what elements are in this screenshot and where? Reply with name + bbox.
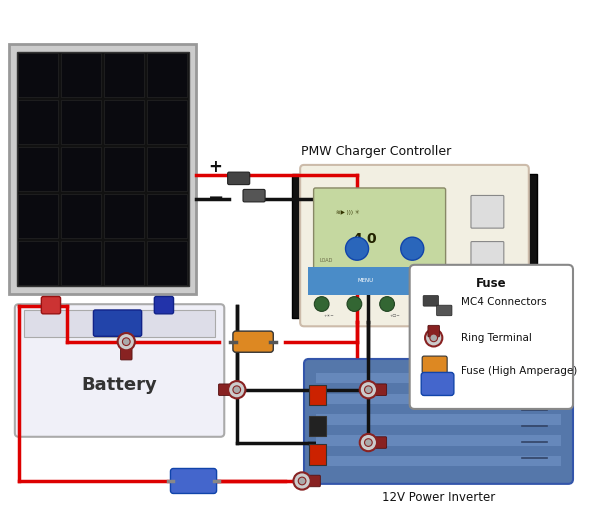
Bar — [316, 435, 560, 445]
Text: Ring Terminal: Ring Terminal — [461, 333, 532, 343]
FancyBboxPatch shape — [304, 359, 573, 484]
Circle shape — [425, 329, 442, 346]
Bar — [104, 194, 144, 238]
Circle shape — [228, 381, 245, 399]
FancyBboxPatch shape — [170, 468, 217, 493]
Circle shape — [445, 296, 460, 312]
FancyBboxPatch shape — [314, 188, 446, 272]
Text: ≋▶ ))) ☼: ≋▶ ))) ☼ — [336, 209, 359, 215]
Bar — [104, 53, 144, 97]
FancyBboxPatch shape — [423, 295, 439, 306]
Bar — [18, 100, 58, 144]
Bar — [104, 147, 144, 191]
FancyBboxPatch shape — [471, 242, 504, 274]
FancyBboxPatch shape — [94, 310, 142, 336]
Bar — [61, 53, 101, 97]
Bar — [17, 52, 189, 286]
Circle shape — [478, 296, 493, 312]
Bar — [309, 384, 326, 405]
Circle shape — [314, 296, 329, 312]
Text: 12V Power Inverter: 12V Power Inverter — [382, 491, 495, 504]
FancyBboxPatch shape — [410, 265, 573, 409]
FancyBboxPatch shape — [300, 165, 529, 326]
FancyBboxPatch shape — [218, 384, 230, 395]
Bar — [308, 267, 521, 295]
Text: Fuse: Fuse — [476, 277, 506, 290]
FancyBboxPatch shape — [41, 296, 61, 314]
Text: +⚡−: +⚡− — [455, 314, 465, 318]
Circle shape — [347, 296, 362, 312]
Circle shape — [401, 237, 424, 260]
Circle shape — [365, 439, 372, 446]
Bar — [147, 194, 187, 238]
FancyBboxPatch shape — [233, 331, 273, 352]
Bar — [61, 100, 101, 144]
Circle shape — [360, 434, 377, 451]
FancyBboxPatch shape — [437, 305, 452, 316]
Bar — [147, 241, 187, 284]
FancyBboxPatch shape — [421, 373, 454, 395]
Bar — [522, 173, 538, 318]
Bar — [309, 416, 326, 437]
Bar — [61, 147, 101, 191]
Text: 4.0: 4.0 — [352, 232, 377, 246]
Text: SET: SET — [414, 278, 424, 283]
Circle shape — [360, 381, 377, 399]
Text: MENU: MENU — [358, 278, 374, 283]
Text: Fuse (High Amperage): Fuse (High Amperage) — [461, 366, 577, 377]
Bar — [147, 147, 187, 191]
Bar — [61, 241, 101, 284]
Bar — [147, 100, 187, 144]
Bar — [104, 241, 144, 284]
Bar — [25, 310, 215, 338]
Circle shape — [298, 477, 306, 485]
Text: Battery: Battery — [82, 377, 157, 394]
Circle shape — [412, 296, 427, 312]
Circle shape — [122, 338, 130, 345]
Circle shape — [346, 237, 368, 260]
Text: LOAD: LOAD — [319, 258, 333, 263]
Bar — [316, 394, 560, 404]
Bar — [18, 53, 58, 97]
Bar — [316, 456, 560, 466]
Text: +☐−: +☐− — [389, 314, 400, 318]
FancyBboxPatch shape — [227, 172, 250, 184]
FancyBboxPatch shape — [15, 304, 224, 437]
FancyBboxPatch shape — [309, 475, 320, 487]
Text: PMW Charger Controller: PMW Charger Controller — [301, 145, 451, 158]
FancyBboxPatch shape — [243, 190, 265, 202]
FancyBboxPatch shape — [428, 325, 439, 337]
Bar — [309, 444, 326, 465]
FancyBboxPatch shape — [375, 437, 386, 448]
FancyBboxPatch shape — [375, 384, 386, 395]
Circle shape — [365, 386, 372, 393]
Circle shape — [430, 334, 437, 342]
FancyBboxPatch shape — [121, 349, 132, 360]
Circle shape — [118, 333, 135, 350]
Bar — [18, 194, 58, 238]
Bar — [61, 194, 101, 238]
Text: MC4 Connectors: MC4 Connectors — [461, 297, 546, 307]
Bar — [316, 415, 560, 425]
Bar — [292, 173, 307, 318]
Bar — [9, 44, 196, 294]
FancyBboxPatch shape — [422, 356, 447, 374]
Bar — [316, 373, 560, 383]
Bar — [147, 53, 187, 97]
Circle shape — [293, 473, 311, 490]
Bar — [18, 241, 58, 284]
Bar — [18, 147, 58, 191]
FancyBboxPatch shape — [154, 296, 173, 314]
Bar — [104, 100, 144, 144]
Text: −: − — [208, 188, 224, 207]
Circle shape — [233, 386, 241, 393]
Text: +: + — [208, 158, 222, 176]
Text: USB: USB — [482, 289, 493, 294]
Text: +☀−: +☀− — [324, 314, 335, 318]
Circle shape — [380, 296, 394, 312]
FancyBboxPatch shape — [471, 195, 504, 228]
